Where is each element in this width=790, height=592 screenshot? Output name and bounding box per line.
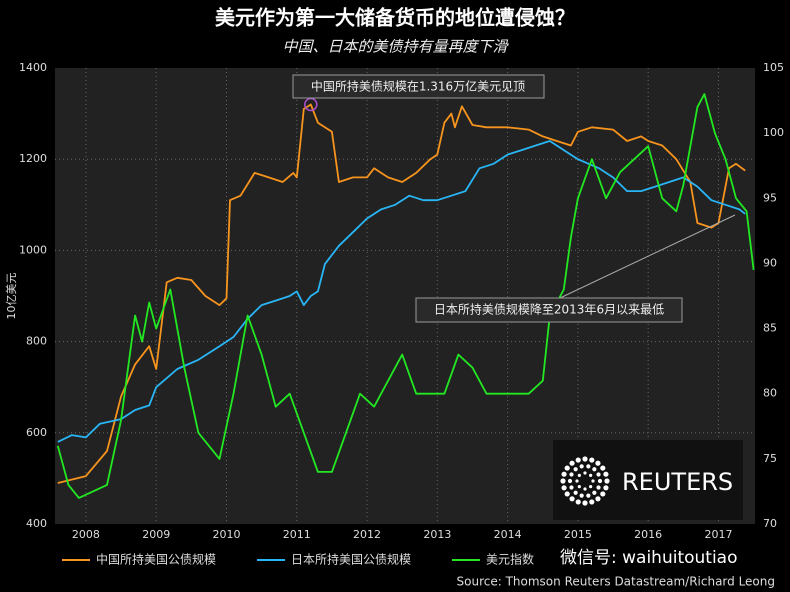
annotation-box <box>292 74 545 99</box>
logo-dot <box>575 479 579 483</box>
plot: 400 600 800 1000 1200 1400 70 75 80 85 90 95 100 105 2… <box>19 61 784 541</box>
logo-dot <box>600 465 606 471</box>
logo-dot <box>561 485 567 491</box>
y-axis-label: 10亿美元 <box>5 273 18 320</box>
x-tick-label: 2017 <box>704 528 732 541</box>
logo-dot <box>583 471 587 475</box>
logo-dot <box>569 472 574 477</box>
logo-dot <box>573 490 578 495</box>
source: Source: Thomson Reuters Datastream/Richa… <box>457 575 775 589</box>
series-line <box>56 93 755 499</box>
y2-tick-label: 90 <box>763 256 777 269</box>
logo-dot <box>589 457 595 463</box>
logo-box <box>553 440 743 520</box>
logo-dot <box>561 471 567 477</box>
chart-subtitle: 中国、日本的美债持有量再度下滑 <box>282 38 509 56</box>
y-tick-label: 600 <box>26 426 47 439</box>
logo-dot <box>573 467 578 472</box>
y2-tick-label: 100 <box>763 126 784 139</box>
logo-dot <box>575 499 581 505</box>
x-tick-label: 2015 <box>564 528 592 541</box>
logo: REUTERS <box>553 440 743 520</box>
logo-dots <box>560 456 610 506</box>
logo-dot <box>604 478 610 484</box>
logo-dot <box>600 491 606 497</box>
y2-tick-label: 85 <box>763 322 777 335</box>
legend-label: 日本所持美国公债规模 <box>291 552 411 567</box>
y-tick-label: 400 <box>26 517 47 530</box>
x-tick-label: 2013 <box>423 528 451 541</box>
annotation-box <box>415 297 683 323</box>
y2-tick-label: 80 <box>763 387 777 400</box>
watermark: 微信号: waihuitoutiao <box>560 548 738 568</box>
logo-text: REUTERS <box>622 468 733 496</box>
legend-label: 美元指数 <box>486 552 534 567</box>
logo-dot <box>579 464 584 469</box>
x-tick-label: 2008 <box>72 528 100 541</box>
y2-tick-label: 70 <box>763 517 777 530</box>
logo-dot <box>567 478 573 484</box>
logo-dot <box>586 493 591 498</box>
y-tick-label: 1000 <box>19 243 47 256</box>
logo-dot <box>591 479 595 483</box>
logo-dot <box>589 485 593 489</box>
annotation: 日本所持美债规模降至2013年6月以来最低 <box>434 302 664 317</box>
logo-dot <box>575 457 581 463</box>
logo-dot <box>596 485 601 490</box>
annotation: 中国所持美债规模在1.316万亿美元见顶 <box>311 79 525 94</box>
logo-dot <box>589 473 593 477</box>
y-tick-label: 1200 <box>19 152 47 165</box>
logo-dot <box>577 473 581 477</box>
logo-dot <box>603 471 609 477</box>
logo-dot <box>597 478 603 484</box>
y2-tick-label: 95 <box>763 191 777 204</box>
x-tick-label: 2014 <box>494 528 522 541</box>
logo-dot <box>603 485 609 491</box>
logo-dot <box>595 460 601 466</box>
legend-label: 中国所持美国公债规模 <box>96 552 216 567</box>
logo-dot <box>560 478 566 484</box>
x-tick-label: 2010 <box>212 528 240 541</box>
y2-tick-label: 105 <box>763 61 784 74</box>
x-tick-label: 2012 <box>353 528 381 541</box>
series-line <box>57 103 746 484</box>
x-tick-label: 2009 <box>142 528 170 541</box>
logo-dot <box>583 487 587 491</box>
logo-dot <box>582 456 588 462</box>
logo-dot <box>595 496 601 502</box>
logo-dot <box>577 485 581 489</box>
logo-dot <box>586 464 591 469</box>
x-tick-label: 2016 <box>634 528 662 541</box>
logo-dot <box>592 490 597 495</box>
logo-dot <box>569 460 575 466</box>
logo-dot <box>569 485 574 490</box>
annotation-leader <box>559 214 736 299</box>
logo-dot <box>564 491 570 497</box>
y-tick-label: 800 <box>26 335 47 348</box>
y2-tick-label: 75 <box>763 452 777 465</box>
logo-dot <box>589 499 595 505</box>
chart-title: 美元作为第一大储备货币的地位遭侵蚀？ <box>215 6 575 30</box>
logo-dot <box>582 500 588 506</box>
x-tick-label: 2011 <box>283 528 311 541</box>
logo-dot <box>579 493 584 498</box>
logo-dot <box>564 465 570 471</box>
y-tick-label: 1400 <box>19 61 47 74</box>
logo-dot <box>596 472 601 477</box>
logo-dot <box>569 496 575 502</box>
logo-dot <box>592 467 597 472</box>
